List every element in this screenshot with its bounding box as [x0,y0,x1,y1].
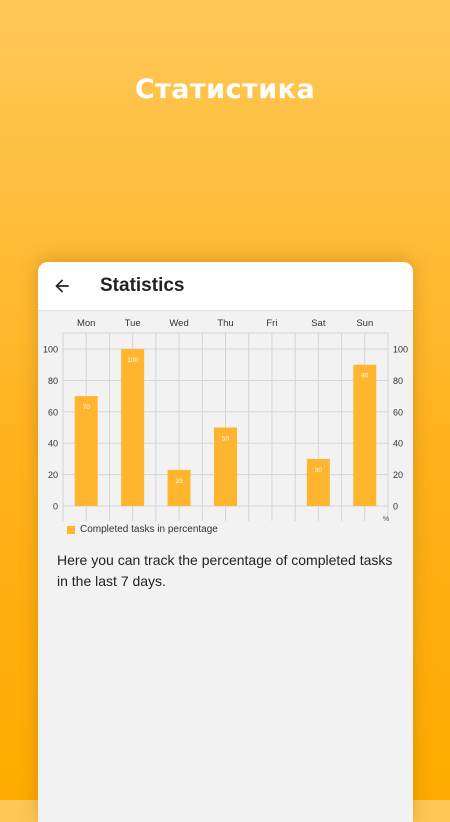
y-tick-label-right: 40 [393,439,403,449]
bar-value-label: 90 [361,373,369,380]
bar [353,364,377,506]
y-tick-label-right: 20 [393,470,403,480]
bar-value-label: 50 [222,436,230,443]
x-tick-label: Fri [266,318,277,329]
bar [74,396,98,506]
y-tick-label-left: 20 [48,470,58,480]
legend-label: Completed tasks in percentage [80,524,218,535]
x-tick-label: Wed [169,318,188,329]
app-bar: Statistics [38,262,413,311]
y-tick-label-right: 80 [393,376,403,386]
y-tick-label-right: 60 [393,407,403,417]
bar-value-label: 23 [175,478,183,485]
y-tick-label-right: 0 [393,502,398,512]
y-tick-label-left: 80 [48,376,58,386]
bar [214,427,237,506]
y-tick-label-left: 40 [48,439,58,449]
legend-swatch [67,525,75,534]
bar-chart-svg: 0 0 20 20 40 40 60 60 80 80 100 100 Mon Tue Wed Thu Fri S… [43,318,408,523]
x-tick-label: Sun [356,318,373,329]
bar-value-label: 100 [127,357,138,364]
bar-value-label: 70 [83,404,91,411]
y-tick-label-left: 0 [53,502,58,512]
x-tick-label: Mon [77,318,95,329]
x-tick-label: Tue [125,318,141,329]
page-title: Statistics [100,275,185,296]
chart-legend: Completed tasks in percentage [67,524,218,535]
phone-screen: Statistics 0 0 20 20 40 40 60 60 80 80 100 100 Mon Tu… [38,262,413,822]
bar-value-label: 30 [315,467,323,474]
y-tick-label-left: 100 [43,345,58,355]
y-tick-label-left: 60 [48,407,58,417]
unit-label: % [383,516,389,523]
bar [306,458,330,506]
promo-title: Статистика [134,74,316,105]
back-button[interactable] [48,272,76,300]
bar-chart: 0 0 20 20 40 40 60 60 80 80 100 100 Mon Tue Wed Thu Fri S… [38,311,413,541]
description-text: Here you can track the percentage of com… [57,552,393,589]
bar [167,469,191,506]
x-tick-label: Sat [311,318,326,329]
y-tick-label-right: 100 [393,345,408,355]
arrow-left-icon [55,279,69,293]
bar [121,349,145,506]
x-tick-label: Thu [217,318,233,329]
